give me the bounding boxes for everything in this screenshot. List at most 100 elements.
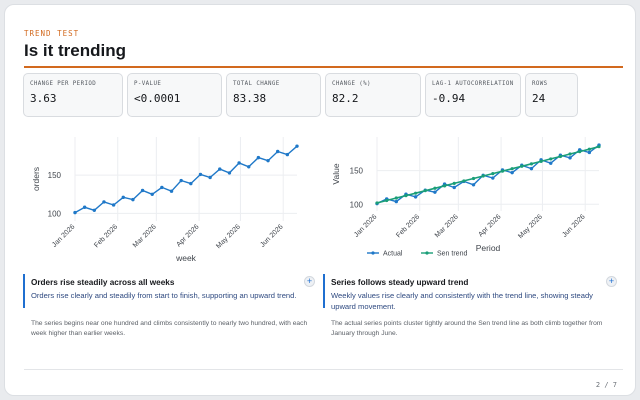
stat-value: -0.94: [432, 92, 466, 105]
data-point: [491, 176, 495, 180]
data-point: [568, 156, 572, 160]
footer-divider: [24, 369, 623, 370]
orders-line-chart: Jan 2026 Feb 2026 Mar 2026 Apr 2026 May 2026…: [31, 137, 299, 263]
data-point: [471, 176, 476, 181]
x-tick-label: Mar 2026: [132, 223, 158, 249]
data-point: [413, 195, 418, 199]
stat-value: 3.63: [30, 92, 57, 105]
section-eyebrow: TREND TEST: [24, 29, 80, 38]
plus-icon[interactable]: +: [606, 276, 617, 287]
stat-value: 83.38: [233, 92, 267, 105]
data-point: [82, 205, 87, 209]
x-tick-label: Jan 2026: [51, 223, 76, 248]
insight-detail: The actual series points cluster tightly…: [331, 320, 603, 337]
data-point: [597, 145, 601, 149]
data-point: [568, 152, 572, 156]
data-point: [433, 186, 437, 190]
accent-bar: [23, 274, 25, 308]
stat-value: 24: [532, 92, 546, 105]
data-point: [208, 175, 212, 180]
data-point: [423, 189, 427, 193]
data-point: [179, 178, 183, 183]
data-point: [587, 150, 592, 155]
stat-label: ROWS: [532, 81, 548, 87]
title-divider: [24, 66, 623, 68]
data-point: [218, 167, 222, 171]
data-point: [394, 196, 398, 200]
insight-detail: The series begins near one hundred and c…: [31, 320, 308, 337]
data-point: [587, 147, 591, 151]
x-tick-label: Apr 2026: [477, 213, 502, 238]
x-tick-label: Jun 2026: [259, 223, 284, 248]
y-axis-label: Value: [331, 163, 341, 184]
stat-value: <0.0001: [134, 92, 181, 105]
data-point: [510, 167, 514, 171]
data-point: [510, 170, 514, 175]
legend-marker: [425, 251, 429, 255]
data-point: [404, 193, 408, 198]
y-axis-label: orders: [31, 167, 41, 191]
plus-icon[interactable]: +: [304, 276, 315, 287]
x-tick-label: Jan 2026: [353, 213, 378, 238]
legend-label: Sen trend: [437, 251, 467, 258]
stat-label: CHANGE (%): [332, 81, 371, 87]
x-tick-label: Feb 2026: [93, 223, 119, 249]
data-point: [481, 174, 485, 178]
x-tick-label: Mar 2026: [434, 213, 460, 239]
y-tick-label: 150: [48, 171, 62, 180]
data-point: [578, 149, 582, 154]
data-point: [227, 171, 232, 175]
x-tick-label: May 2026: [215, 223, 242, 250]
stat-label: TOTAL CHANGE: [233, 81, 280, 87]
x-tick-label: May 2026: [517, 213, 544, 240]
data-point: [433, 190, 437, 194]
data-point: [247, 165, 251, 169]
data-point: [198, 172, 203, 177]
data-point: [452, 185, 456, 190]
insight-summary: Orders rise clearly and steadily from st…: [31, 291, 297, 300]
data-point: [131, 197, 135, 202]
x-tick-label: Feb 2026: [395, 213, 421, 239]
data-point: [385, 198, 389, 203]
data-point: [92, 208, 97, 213]
y-tick-label: 100: [350, 200, 364, 209]
stat-label: CHANGE PER PERIOD: [30, 81, 97, 87]
legend-label: Actual: [383, 251, 403, 258]
data-point: [549, 157, 553, 161]
data-point: [539, 159, 543, 163]
data-point: [160, 185, 164, 190]
data-point: [266, 158, 270, 163]
insight-heading: Orders rise steadily across all weeks: [31, 278, 175, 287]
data-point: [73, 210, 77, 215]
page-title: Is it trending: [24, 41, 126, 60]
stat-label: LAG-1 AUTOCORRELATION: [432, 81, 514, 87]
stat-card-p-value: P-VALUE <0.0001: [127, 73, 222, 117]
data-point: [256, 155, 261, 160]
data-point: [529, 162, 534, 166]
data-point: [169, 189, 174, 193]
stat-card-rows: ROWS 24: [525, 73, 578, 117]
data-point: [414, 191, 418, 195]
data-point: [189, 181, 193, 186]
data-point: [558, 154, 562, 159]
data-point: [491, 171, 495, 176]
data-point: [500, 169, 505, 173]
data-point: [394, 199, 399, 204]
data-point: [471, 183, 476, 187]
data-point: [442, 184, 447, 188]
data-point: [140, 188, 145, 193]
data-point: [111, 203, 116, 207]
stat-card-total-change: TOTAL CHANGE 83.38: [226, 73, 321, 117]
stat-value: 82.2: [332, 92, 359, 105]
data-point: [452, 181, 456, 185]
data-point: [375, 201, 379, 205]
stat-card-lag1-autocorrelation: LAG-1 AUTOCORRELATION -0.94: [425, 73, 521, 117]
page-indicator: 2 / 7: [595, 381, 617, 389]
y-tick-label: 100: [48, 209, 62, 218]
insight-summary: Weekly values rise clearly and consisten…: [331, 291, 593, 311]
data-point: [275, 149, 280, 154]
data-point: [549, 161, 553, 165]
stat-card-change-per-period: CHANGE PER PERIOD 3.63: [23, 73, 123, 117]
data-point: [237, 161, 241, 165]
data-point: [102, 200, 106, 204]
